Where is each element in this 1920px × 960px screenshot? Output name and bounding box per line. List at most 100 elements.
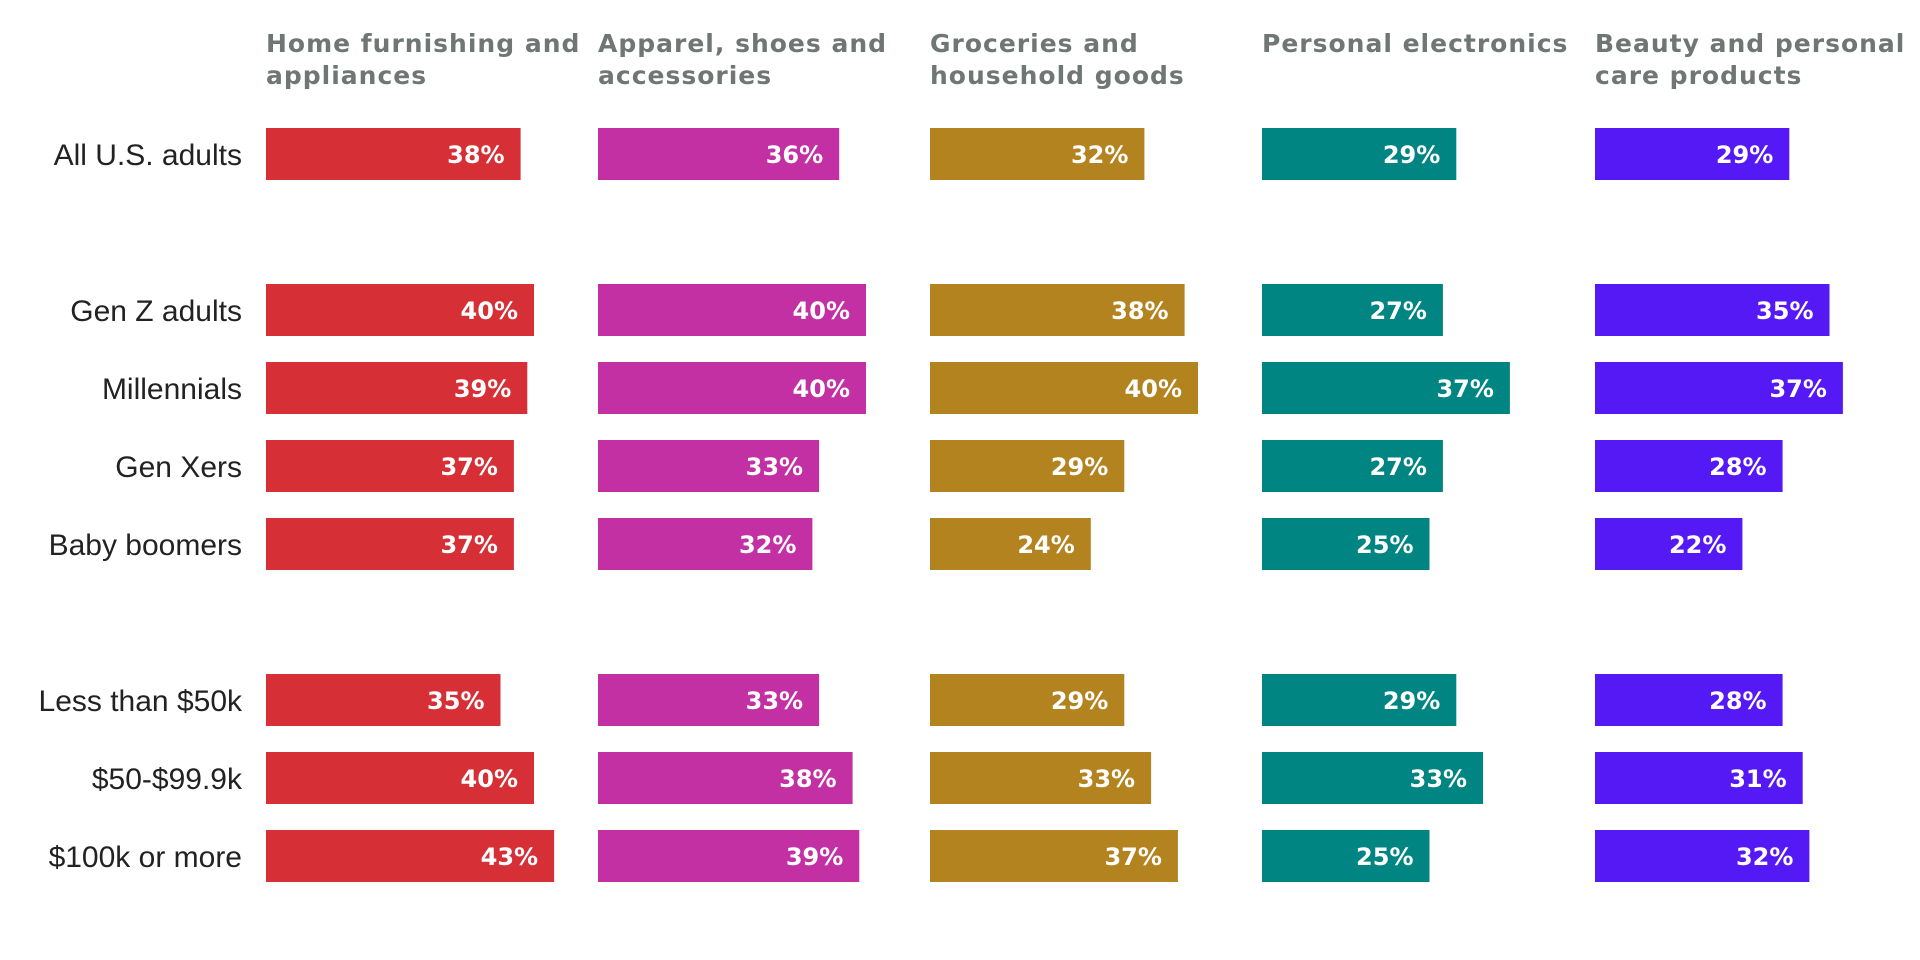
bar-value-label: 33%	[1410, 765, 1467, 793]
bar-value-label: 40%	[1125, 375, 1182, 403]
series-home-furnishing-and-appliances: 38% 40% 39% 37% 37% 35% 40% 43%	[266, 128, 555, 882]
bar-value-label: 38%	[1111, 297, 1168, 325]
bar	[266, 830, 555, 882]
bar	[598, 830, 860, 882]
bar	[1262, 752, 1484, 804]
bar	[598, 284, 866, 336]
column-title-line: care products	[1595, 61, 1802, 90]
bar	[930, 752, 1152, 804]
bar-value-label: 32%	[739, 531, 796, 559]
bar	[1595, 362, 1843, 414]
column-title-beauty-and-personal-care-products: Beauty and personal care products	[1595, 29, 1905, 90]
bar	[930, 830, 1178, 882]
column-title-groceries-and-household-goods: Groceries and household goods	[930, 29, 1185, 90]
bar	[930, 518, 1091, 570]
bar-value-label: 24%	[1017, 531, 1074, 559]
bar	[930, 128, 1145, 180]
bar-value-label: 35%	[1756, 297, 1813, 325]
row-label-gen-z-adults: Gen Z adults	[70, 295, 242, 328]
bar-value-label: 37%	[440, 453, 497, 481]
bar-value-label: 33%	[746, 453, 803, 481]
bar-value-label: 25%	[1356, 843, 1413, 871]
bar-value-label: 40%	[461, 297, 518, 325]
bar	[1262, 518, 1430, 570]
bar	[598, 518, 813, 570]
bar-value-label: 29%	[1716, 141, 1773, 169]
bar-value-label: 28%	[1709, 453, 1766, 481]
column-title-line: Personal electronics	[1262, 29, 1568, 58]
row-label-baby-boomers: Baby boomers	[49, 529, 242, 562]
bar-value-label: 40%	[461, 765, 518, 793]
bar-value-label: 27%	[1369, 453, 1426, 481]
bar	[1595, 752, 1803, 804]
bar	[266, 752, 534, 804]
bar-value-label: 29%	[1383, 687, 1440, 715]
bar	[598, 440, 820, 492]
row-label-millennials: Millennials	[102, 373, 242, 406]
bar	[598, 752, 853, 804]
bar-value-label: 35%	[427, 687, 484, 715]
bar	[266, 362, 528, 414]
bar-value-label: 37%	[1769, 375, 1826, 403]
series-groceries-and-household-goods: 32% 38% 40% 29% 24% 29% 33% 37%	[930, 128, 1198, 882]
bar-value-label: 33%	[746, 687, 803, 715]
column-title-personal-electronics: Personal electronics	[1262, 29, 1568, 58]
bar-value-label: 32%	[1071, 141, 1128, 169]
bar	[930, 284, 1185, 336]
bar-value-label: 33%	[1078, 765, 1135, 793]
series-personal-electronics: 29% 27% 37% 27% 25% 29% 33% 25%	[1262, 128, 1510, 882]
bar	[598, 362, 866, 414]
bar-value-label: 39%	[454, 375, 511, 403]
bar	[1262, 830, 1430, 882]
bar	[1262, 128, 1457, 180]
column-title-line: Home furnishing and	[266, 29, 580, 58]
column-title-apparel-shoes-and-accessories: Apparel, shoes and accessories	[598, 29, 887, 90]
column-title-line: Groceries and	[930, 29, 1139, 58]
bar-value-label: 28%	[1709, 687, 1766, 715]
bar	[266, 440, 514, 492]
bars: 38%40%39%37%37%35%40%43%36%40%40%33%32%3…	[266, 128, 1843, 882]
bar	[1262, 284, 1443, 336]
bar	[1595, 674, 1783, 726]
column-title-line: Apparel, shoes and	[598, 29, 887, 58]
bar-value-label: 37%	[440, 531, 497, 559]
bar-value-label: 25%	[1356, 531, 1413, 559]
bar	[1595, 830, 1810, 882]
bar-value-label: 43%	[481, 843, 538, 871]
bar	[598, 128, 840, 180]
column-title-line: appliances	[266, 61, 427, 90]
row-label-all-u-s-adults: All U.S. adults	[54, 139, 242, 172]
bar	[1595, 518, 1743, 570]
bar	[266, 284, 534, 336]
bar	[598, 674, 820, 726]
column-title-home-furnishing-and-appliances: Home furnishing and appliances	[266, 29, 580, 90]
bar-value-label: 29%	[1383, 141, 1440, 169]
bar-value-label: 37%	[1104, 843, 1161, 871]
bar-value-label: 31%	[1729, 765, 1786, 793]
bar	[1595, 284, 1830, 336]
bar-value-label: 27%	[1369, 297, 1426, 325]
bar	[930, 362, 1198, 414]
column-titles: Home furnishing and appliances Apparel, sh…	[266, 29, 1905, 90]
row-label-50-99-9k: $50-$99.9k	[92, 763, 243, 796]
bar-value-label: 22%	[1669, 531, 1726, 559]
column-title-line: accessories	[598, 61, 772, 90]
bar-value-label: 39%	[786, 843, 843, 871]
bar-value-label: 37%	[1436, 375, 1493, 403]
bar-value-label: 36%	[766, 141, 823, 169]
bar	[1595, 128, 1790, 180]
bar-value-label: 29%	[1051, 687, 1108, 715]
bar-value-label: 40%	[793, 375, 850, 403]
bar	[1262, 440, 1443, 492]
bar-value-label: 40%	[793, 297, 850, 325]
series-apparel-shoes-and-accessories: 36% 40% 40% 33% 32% 33% 38% 39%	[598, 128, 866, 882]
bar	[930, 440, 1125, 492]
bar-value-label: 29%	[1051, 453, 1108, 481]
bar-value-label: 38%	[447, 141, 504, 169]
bar	[1262, 362, 1510, 414]
row-label-gen-xers: Gen Xers	[115, 451, 242, 484]
bar	[1262, 674, 1457, 726]
bar	[930, 674, 1125, 726]
bar	[266, 128, 521, 180]
